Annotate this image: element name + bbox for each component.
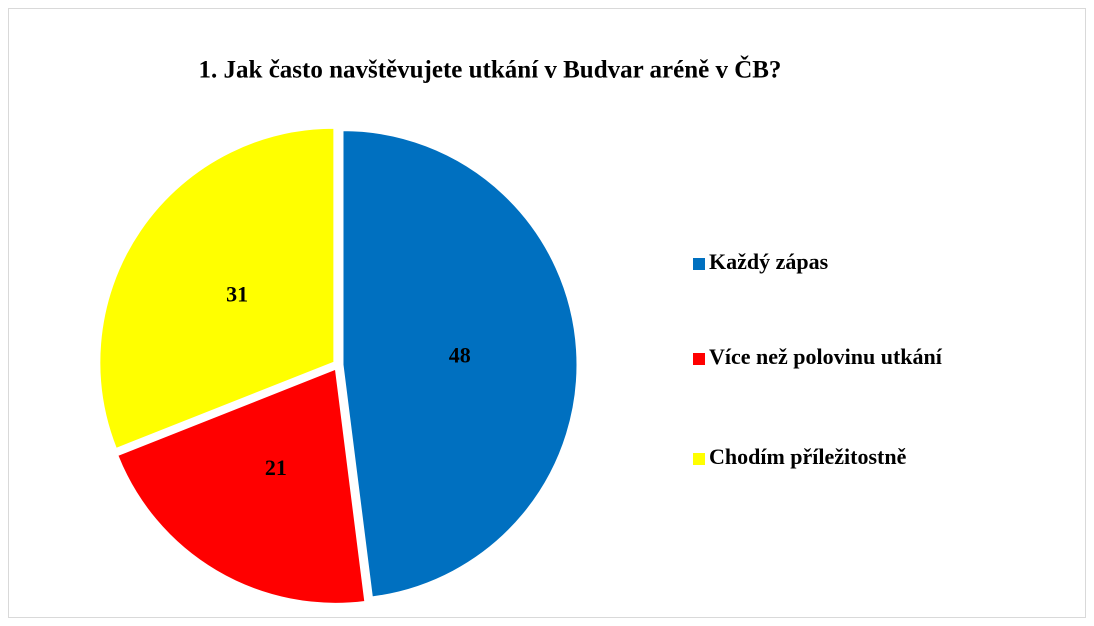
data-label: 48 — [449, 342, 471, 367]
pie-slice — [342, 130, 578, 598]
legend-swatch — [693, 353, 705, 365]
legend-swatch — [693, 453, 705, 465]
pie-slice — [117, 368, 366, 604]
data-label: 31 — [226, 281, 248, 306]
data-label: 21 — [265, 455, 287, 480]
legend-swatch — [693, 258, 705, 270]
legend-label: Více než polovinu utkání — [709, 344, 943, 369]
chart-title: 1. Jak často navštěvujete utkání v Budva… — [199, 55, 782, 84]
pie-slice — [99, 127, 335, 449]
legend-label: Každý zápas — [709, 249, 829, 274]
legend-label: Chodím příležitostně — [709, 444, 907, 469]
